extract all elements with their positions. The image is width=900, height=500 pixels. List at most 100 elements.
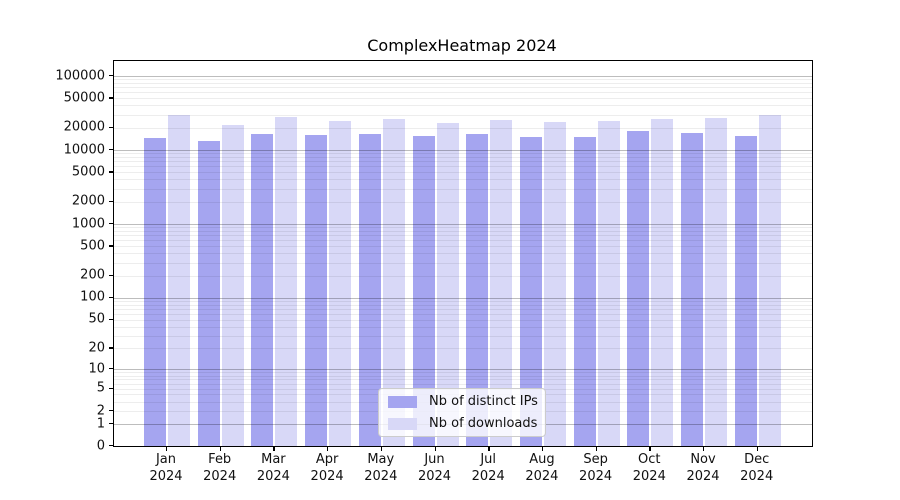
minor-gridline <box>114 98 812 100</box>
minor-gridline <box>114 83 812 85</box>
y-axis-tick-label: 100 <box>80 289 105 305</box>
x-axis-tick <box>166 446 168 451</box>
bar-downloads-dec <box>758 115 781 446</box>
minor-gridline <box>114 348 812 350</box>
minor-gridline <box>114 105 812 107</box>
x-axis-tick <box>219 446 222 451</box>
x-axis-tick-label-dec: Dec 2024 <box>740 452 774 484</box>
x-axis-tick <box>756 446 759 451</box>
y-axis-tick-label: 100000 <box>55 68 105 84</box>
y-axis-tick <box>109 200 113 203</box>
x-axis-tick-label-feb: Feb 2024 <box>203 452 237 484</box>
x-axis-tick <box>649 446 651 451</box>
minor-gridline <box>114 313 812 315</box>
bar-distinct-ips-feb <box>197 141 220 446</box>
y-axis-tick-label: 200 <box>80 267 105 283</box>
plot-area <box>113 60 813 447</box>
bar-downloads-jan <box>168 115 190 446</box>
legend-row-downloads: Nb of downloads <box>388 416 537 431</box>
minor-gridline <box>114 79 812 81</box>
chart-title: ComplexHeatmap 2024 <box>367 36 557 55</box>
bar-downloads-may <box>382 119 405 446</box>
legend: Nb of distinct IPs Nb of downloads <box>378 388 546 437</box>
x-axis-tick <box>703 446 705 451</box>
x-axis-tick <box>327 446 329 451</box>
bar-distinct-ips-sep <box>573 136 596 446</box>
major-gridline <box>114 369 812 371</box>
bar-downloads-jun <box>436 122 459 446</box>
x-axis-tick <box>488 446 490 451</box>
y-axis-tick-label: 10 <box>88 361 105 377</box>
x-axis-tick-label-jul: Jul 2024 <box>471 452 505 484</box>
y-axis-tick <box>109 148 113 151</box>
x-axis-tick-label-mar: Mar 2024 <box>256 452 290 484</box>
bar-distinct-ips-mar <box>251 133 274 446</box>
minor-gridline <box>114 275 812 277</box>
y-axis-tick <box>109 245 113 247</box>
x-axis-tick-label-may: May 2024 <box>364 452 398 484</box>
minor-gridline <box>114 201 812 203</box>
minor-gridline <box>114 383 812 385</box>
minor-gridline <box>114 153 812 155</box>
bar-distinct-ips-may <box>358 134 381 446</box>
minor-gridline <box>114 253 812 255</box>
y-axis-tick <box>109 97 113 99</box>
bar-downloads-oct <box>651 118 674 446</box>
minor-gridline <box>114 188 812 190</box>
x-axis-tick-label-jun: Jun 2024 <box>417 452 452 484</box>
bar-distinct-ips-oct <box>627 131 650 446</box>
minor-gridline <box>114 157 812 159</box>
x-axis-tick-label-nov: Nov 2024 <box>686 452 720 484</box>
y-axis-tick-label: 2000 <box>71 193 105 209</box>
y-axis-tick-label: 50000 <box>63 90 105 106</box>
legend-swatch-downloads <box>388 417 417 430</box>
legend-label-downloads: Nb of downloads <box>429 416 538 431</box>
bar-downloads-mar <box>275 117 298 446</box>
minor-gridline <box>114 309 812 311</box>
y-axis-tick <box>109 387 113 389</box>
y-axis-tick <box>109 126 113 129</box>
y-axis-tick-label: 20 <box>88 340 105 356</box>
bar-distinct-ips-apr <box>305 135 328 446</box>
legend-label-distinct-ips: Nb of distinct IPs <box>429 394 538 409</box>
minor-gridline <box>114 87 812 89</box>
minor-gridline <box>114 235 812 237</box>
y-axis-tick-label: 2 <box>96 403 105 419</box>
bar-downloads-sep <box>597 121 620 446</box>
bar-distinct-ips-jan <box>144 137 166 446</box>
bar-distinct-ips-nov <box>681 132 703 446</box>
x-axis-tick <box>273 446 275 451</box>
y-axis-tick <box>109 223 113 225</box>
y-axis-tick-label: 0 <box>96 438 105 454</box>
minor-gridline <box>114 326 812 328</box>
y-axis-tick-label: 5000 <box>71 164 105 180</box>
minor-gridline <box>114 262 812 264</box>
y-axis-tick <box>109 445 113 447</box>
x-axis-tick <box>595 446 597 451</box>
minor-gridline <box>114 179 812 181</box>
minor-gridline <box>114 304 812 306</box>
y-axis-tick <box>109 296 113 299</box>
y-axis-tick-label: 5 <box>96 380 105 396</box>
bar-downloads-nov <box>705 117 727 446</box>
minor-gridline <box>114 335 812 337</box>
minor-gridline <box>114 375 812 377</box>
minor-gridline <box>114 227 812 229</box>
minor-gridline <box>114 166 812 168</box>
minor-gridline <box>114 127 812 129</box>
y-axis-tick <box>109 318 113 321</box>
minor-gridline <box>114 114 812 116</box>
x-axis-tick-label-aug: Aug 2024 <box>525 452 559 484</box>
y-axis-tick <box>109 274 113 277</box>
y-axis-tick-label: 1000 <box>71 216 105 232</box>
y-axis-tick <box>109 368 113 370</box>
minor-gridline <box>114 372 812 374</box>
bar-distinct-ips-aug <box>519 137 542 446</box>
y-axis-tick-label: 50 <box>88 311 105 327</box>
y-axis-tick-label: 20000 <box>63 119 105 135</box>
legend-swatch-distinct-ips <box>388 395 417 408</box>
y-axis-tick-label: 500 <box>80 238 105 254</box>
major-gridline <box>114 75 812 77</box>
minor-gridline <box>114 379 812 381</box>
